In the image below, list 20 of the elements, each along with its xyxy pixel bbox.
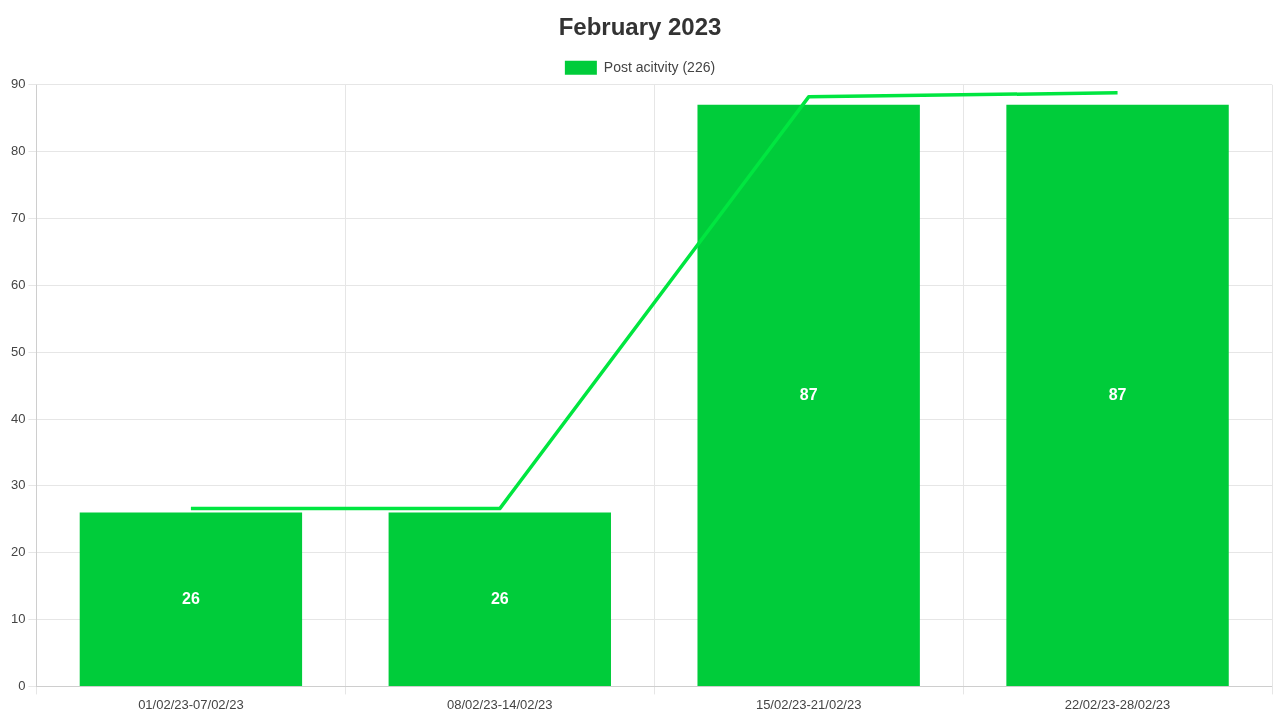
y-tick-label: 10 [10, 611, 26, 627]
data-label: 26 [490, 589, 509, 607]
y-tick-label: 80 [10, 143, 26, 159]
data-label: 26 [182, 589, 200, 607]
y-tick-label: 60 [10, 276, 26, 292]
data-label: 87 [1108, 385, 1127, 403]
y-tick-label: 70 [10, 210, 26, 226]
y-tick-label: 40 [10, 410, 26, 426]
x-tick-label: 22/02/23-28/02/23 [1064, 696, 1171, 712]
y-tick-label: 50 [10, 343, 26, 359]
x-tick-label: 15/02/23-21/02/23 [755, 696, 862, 712]
data-label: 87 [799, 385, 818, 403]
legend-label: Post acitvity (226) [603, 58, 716, 75]
y-tick-label: 0 [18, 677, 26, 693]
x-tick-label: 08/02/23-14/02/23 [447, 696, 553, 712]
y-tick-label: 90 [10, 76, 26, 92]
y-tick-label: 30 [10, 477, 26, 493]
x-tick-label: 01/02/23-07/02/23 [138, 696, 244, 712]
chart-title: February 2023 [558, 13, 722, 41]
y-tick-label: 20 [10, 544, 26, 560]
